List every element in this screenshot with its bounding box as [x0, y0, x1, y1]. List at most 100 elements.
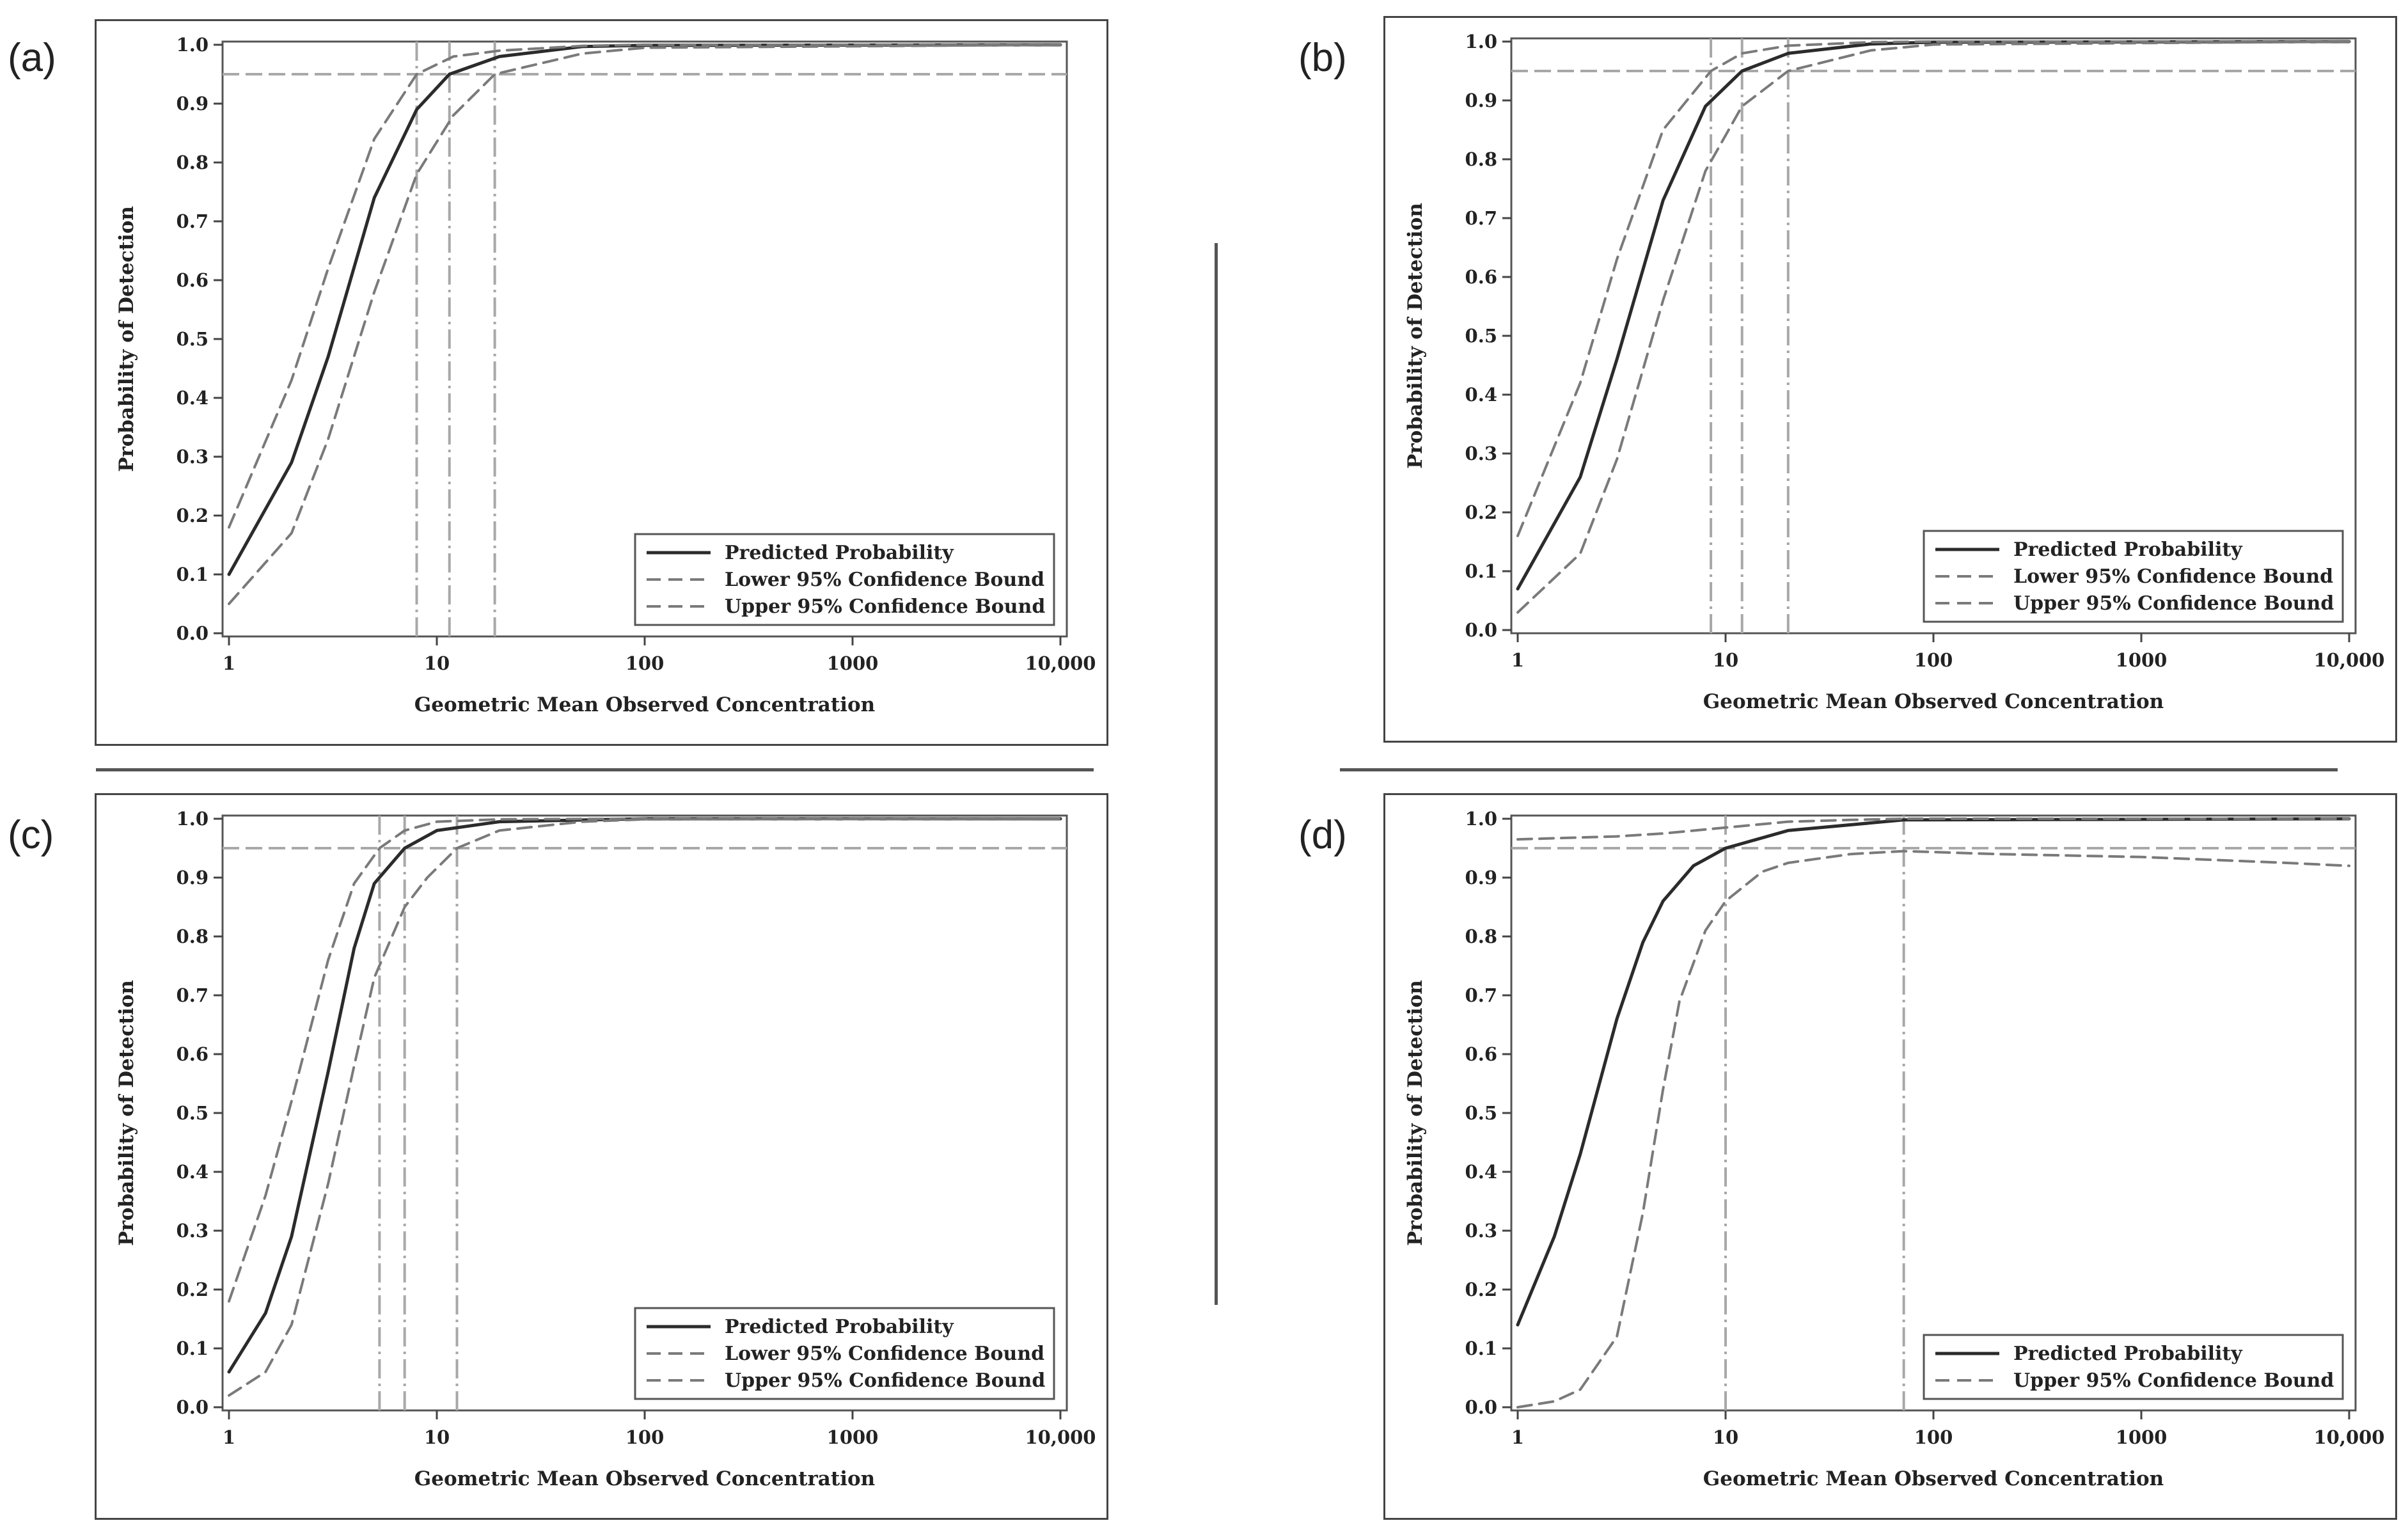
x-tick-label: 10	[424, 652, 450, 674]
legend-entry: Lower 95% Confidence Bound	[725, 1343, 1044, 1365]
chart-c: 0.0 0.1 0.2 0.3 0.4 0.5 0.6 0.7 0.8 0.9 1.0 1 10 100 1…	[115, 808, 1096, 1490]
x-tick-label: 1000	[2116, 1426, 2168, 1448]
series-line-predicted	[227, 43, 1062, 576]
x-tick-label: 10	[1713, 1426, 1738, 1448]
x-tick-label: 1	[1511, 1426, 1524, 1448]
x-tick-label: 1000	[827, 652, 879, 674]
x-tick-label: 100	[1914, 649, 1953, 671]
x-tick-label: 10,000	[1025, 1426, 1096, 1448]
x-axis-title: Geometric Mean Observed Concentration	[414, 693, 875, 716]
x-tick-label: 1	[223, 652, 235, 674]
y-tick-label: 1.0	[177, 808, 209, 830]
y-tick-label: 0.8	[177, 152, 209, 173]
y-tick-label: 0.1	[1465, 1338, 1497, 1359]
chart-b: 0.0 0.1 0.2 0.3 0.4 0.5 0.6 0.7 0.8 0.9 1.0 1 10 100 1…	[1404, 31, 2385, 713]
y-tick-label: 1.0	[1465, 808, 1497, 830]
legend-entry: Upper 95% Confidence Bound	[725, 596, 1045, 618]
y-tick-label: 0.2	[177, 505, 209, 526]
y-tick-label: 0.0	[177, 622, 209, 644]
y-tick-label: 0.8	[177, 926, 209, 947]
divider-horizontal-left	[96, 768, 1094, 771]
y-tick-label: 0.6	[1465, 266, 1497, 288]
y-tick-label: 0.8	[1465, 926, 1497, 947]
y-tick-label: 0.0	[1465, 1396, 1497, 1418]
panel-label-a: (a)	[8, 36, 56, 80]
y-tick-label: 0.0	[1465, 619, 1497, 641]
y-tick-label: 0.6	[177, 1043, 209, 1065]
y-tick-label: 0.5	[1465, 1102, 1497, 1124]
y-tick-label: 0.7	[177, 984, 209, 1006]
x-tick-label: 100	[626, 652, 665, 674]
legend-entry: Predicted Probability	[725, 542, 954, 564]
chart-d: 0.0 0.1 0.2 0.3 0.4 0.5 0.6 0.7 0.8 0.9 1.0 1 10 100 1…	[1404, 808, 2385, 1490]
y-tick-label: 1.0	[1465, 31, 1497, 52]
legend-entry: Lower 95% Confidence Bound	[725, 569, 1044, 591]
y-tick-label: 0.5	[177, 328, 209, 350]
chart-a: 0.0 0.1 0.2 0.3 0.4 0.5 0.6 0.7 0.8 0.9 1.0 1 10 100 1…	[115, 34, 1096, 716]
y-tick-label: 0.3	[1465, 443, 1497, 464]
y-axis-title: Probability of Detection	[115, 980, 138, 1246]
y-tick-label: 0.7	[177, 210, 209, 232]
y-tick-label: 0.7	[1465, 207, 1497, 229]
x-axis-title: Geometric Mean Observed Concentration	[1703, 690, 2164, 713]
x-tick-label: 10,000	[1025, 652, 1096, 674]
x-axis-title: Geometric Mean Observed Concentration	[1703, 1467, 2164, 1490]
legend-entry: Upper 95% Confidence Bound	[2013, 1369, 2334, 1392]
series-line-bound-1	[228, 817, 1062, 1303]
y-tick-label: 0.9	[1465, 867, 1497, 888]
x-tick-label: 10,000	[2314, 649, 2385, 671]
x-tick-label: 100	[626, 1426, 665, 1448]
y-tick-label: 0.9	[177, 867, 209, 888]
y-tick-label: 0.3	[177, 1220, 209, 1242]
panel-label-d: (d)	[1298, 813, 1347, 857]
legend-box	[634, 533, 1055, 626]
x-tick-label: 100	[1914, 1426, 1953, 1448]
panel-label-c: (c)	[8, 813, 54, 857]
y-tick-label: 0.4	[177, 387, 209, 409]
legend-box	[1923, 1334, 2344, 1400]
y-tick-label: 0.6	[1465, 1043, 1497, 1065]
y-axis-title: Probability of Detection	[115, 206, 138, 472]
y-tick-label: 0.4	[177, 1161, 209, 1183]
y-tick-label: 0.3	[177, 446, 209, 468]
y-tick-label: 0.9	[1465, 90, 1497, 111]
legend-entry: Predicted Probability	[2013, 1343, 2243, 1365]
y-tick-label: 0.4	[1465, 1161, 1497, 1183]
x-tick-label: 1	[1511, 649, 1524, 671]
y-tick-label: 0.2	[1465, 501, 1497, 523]
y-tick-label: 0.5	[1465, 325, 1497, 347]
x-axis-title: Geometric Mean Observed Concentration	[414, 1467, 875, 1490]
divider-horizontal-right	[1340, 768, 2338, 771]
series-line-predicted	[1516, 40, 2351, 591]
x-tick-label: 10	[424, 1426, 450, 1448]
y-tick-label: 0.9	[177, 93, 209, 114]
legend-entry: Upper 95% Confidence Bound	[2013, 592, 2334, 615]
y-tick-label: 0.1	[177, 564, 209, 585]
legend-box	[1923, 530, 2344, 623]
series-line-bound-2	[228, 817, 1062, 1397]
x-tick-label: 1	[223, 1426, 235, 1448]
y-tick-label: 0.4	[1465, 384, 1497, 406]
y-tick-label: 0.2	[1465, 1279, 1497, 1300]
y-tick-label: 0.2	[177, 1279, 209, 1300]
series-line-bound-1	[228, 43, 1062, 529]
y-tick-label: 0.1	[1465, 560, 1497, 582]
legend-entry: Lower 95% Confidence Bound	[2013, 565, 2333, 588]
legend-entry: Upper 95% Confidence Bound	[725, 1369, 1045, 1392]
series-line-predicted	[1516, 817, 2351, 1327]
series-line-predicted	[227, 817, 1062, 1374]
y-tick-label: 0.1	[177, 1338, 209, 1359]
series-line-bound-2	[228, 43, 1062, 605]
legend-entry: Predicted Probability	[2013, 539, 2243, 561]
series-line-bound-2	[1516, 40, 2350, 614]
x-tick-label: 10,000	[2314, 1426, 2385, 1448]
y-axis-title: Probability of Detection	[1404, 203, 1427, 469]
x-tick-label: 10	[1713, 649, 1738, 671]
y-tick-label: 0.0	[177, 1396, 209, 1418]
legend-entry: Predicted Probability	[725, 1316, 954, 1338]
x-tick-label: 1000	[2116, 649, 2168, 671]
x-tick-label: 1000	[827, 1426, 879, 1448]
y-tick-label: 0.3	[1465, 1220, 1497, 1242]
y-tick-label: 0.6	[177, 269, 209, 291]
y-tick-label: 0.8	[1465, 148, 1497, 170]
